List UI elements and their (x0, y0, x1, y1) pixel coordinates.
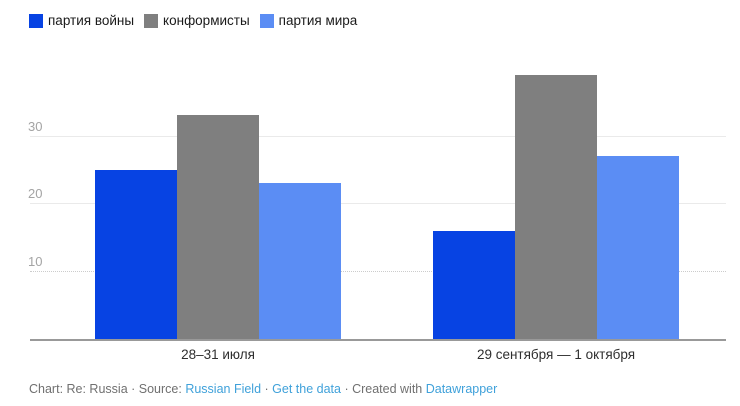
bar-конформисты-group-0[interactable] (177, 115, 259, 339)
bar-партия-мира-group-1[interactable] (597, 155, 679, 339)
footer-separator: · (261, 382, 273, 396)
source-link[interactable]: Russian Field (185, 382, 262, 396)
bar-конформисты-group-1[interactable] (515, 74, 597, 339)
gridline-10 (30, 271, 726, 273)
footer-chart-credit: Chart: Re: Russia · Source: (29, 382, 186, 396)
get-data-link[interactable]: Get the data (272, 382, 341, 396)
bar-партия-войны-group-1[interactable] (433, 230, 515, 339)
y-tick-label-10: 10 (28, 254, 43, 270)
footer: Chart: Re: Russia · Source: Russian Fiel… (29, 382, 497, 396)
legend-item-0: партия войны (29, 13, 134, 28)
bar-партия-мира-group-0[interactable] (259, 183, 341, 339)
legend-swatch-icon (144, 13, 159, 28)
gridline-30 (30, 135, 726, 137)
plot-area: 10 20 30 (28, 55, 726, 339)
legend-item-1: конформисты (144, 13, 250, 28)
x-axis-label-1: 29 сентября — 1 октября (476, 347, 636, 362)
legend-swatch-icon (29, 13, 43, 28)
x-axis-line (30, 339, 726, 341)
y-tick-label-20: 20 (28, 186, 43, 202)
legend-label: конформисты (163, 13, 250, 28)
legend: партия войны конформисты партия мира (29, 13, 357, 28)
legend-label: партия мира (278, 13, 358, 28)
datawrapper-link[interactable]: Datawrapper (425, 382, 498, 396)
legend-swatch-icon (259, 13, 274, 28)
y-tick-label-30: 30 (28, 118, 43, 134)
bar-партия-войны-group-0[interactable] (95, 169, 177, 339)
legend-item-2: партия мира (259, 13, 358, 28)
x-axis-label-0: 28–31 июля (181, 347, 255, 362)
legend-label: партия войны (48, 13, 135, 28)
gridline-20 (30, 203, 726, 205)
footer-created-with: · Created with (340, 382, 426, 396)
